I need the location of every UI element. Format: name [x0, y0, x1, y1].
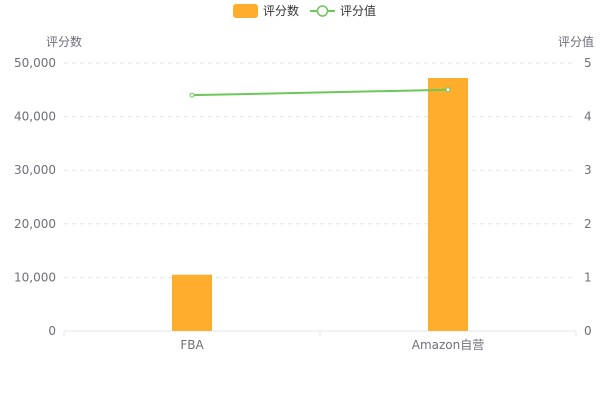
bar[interactable] — [172, 274, 212, 331]
bars — [172, 78, 468, 332]
y-right-ticks: 0 1 2 3 4 5 — [584, 56, 592, 338]
y-left-tick-label: 10,000 — [14, 270, 56, 284]
y-right-tick-label: 4 — [584, 110, 592, 124]
y-right-tick-label: 1 — [584, 270, 592, 284]
legend-item-bar[interactable]: 评分数 — [233, 3, 299, 18]
legend-line-label: 评分值 — [340, 3, 376, 18]
bar[interactable] — [428, 78, 468, 332]
y-right-tick-label: 0 — [584, 324, 592, 338]
y-left-tick-label: 30,000 — [14, 163, 56, 177]
line-point[interactable] — [189, 92, 195, 98]
y-left-ticks: 0 10,000 20,000 30,000 40,000 50,000 — [14, 56, 56, 338]
y-right-tick-label: 2 — [584, 217, 592, 231]
grid — [64, 62, 576, 278]
legend-bar-label: 评分数 — [263, 3, 299, 18]
legend-line-marker — [316, 5, 329, 17]
y-right-tick-label: 3 — [584, 163, 592, 177]
x-axis: FBA Amazon自营 — [63, 330, 577, 352]
x-tick-label: Amazon自营 — [412, 338, 485, 352]
y-right-tick-label: 5 — [584, 56, 592, 70]
x-tick-label: FBA — [180, 338, 204, 352]
y-left-tick-label: 50,000 — [14, 56, 56, 70]
legend-bar-swatch — [233, 4, 258, 18]
line-point[interactable] — [445, 87, 451, 93]
y-left-tick-label: 20,000 — [14, 217, 56, 231]
legend[interactable]: 评分数 评分值 — [233, 3, 376, 18]
legend-item-line[interactable]: 评分值 — [310, 3, 376, 18]
y-left-axis-name: 评分数 — [46, 34, 82, 49]
y-left-tick-label: 40,000 — [14, 110, 56, 124]
line-series — [189, 87, 451, 98]
line-path — [191, 88, 449, 97]
y-left-tick-label: 0 — [48, 324, 56, 338]
y-right-axis-name: 评分值 — [558, 34, 594, 49]
